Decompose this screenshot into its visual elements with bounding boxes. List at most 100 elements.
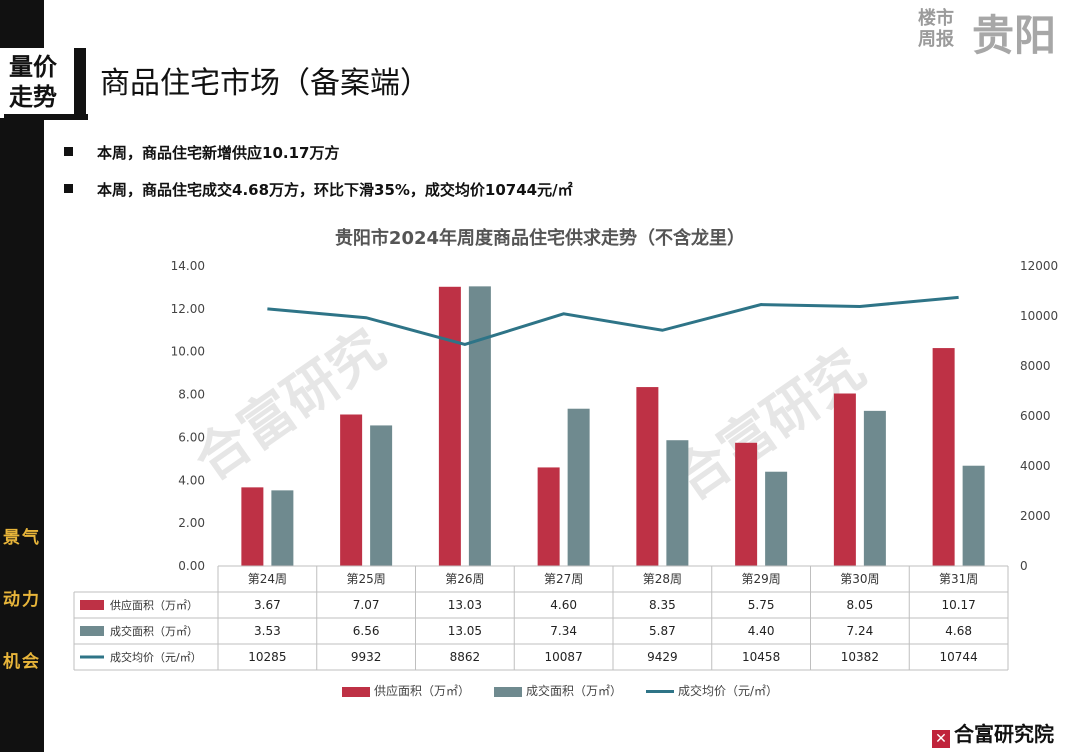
legend-price-label: 成交均价（元/㎡） <box>678 684 779 698</box>
sidebar-keyword-3: 机会 <box>3 652 41 672</box>
table-legend-key <box>80 600 104 610</box>
table-series-label: 供应面积（万㎡） <box>110 598 198 612</box>
bar-deal <box>567 408 590 566</box>
y-left-tick-label: 8.00 <box>178 388 205 402</box>
bar-supply <box>340 414 363 566</box>
x-tick-label: 第30周 <box>840 572 879 586</box>
line-price <box>267 295 959 347</box>
bar-deal <box>666 440 689 566</box>
brand-subtitle-line-2: 周报 <box>918 29 954 50</box>
table-data-label: 10458 <box>742 650 780 664</box>
table-data-label: 8.35 <box>649 598 676 612</box>
y-right-tick-label: 4000 <box>1020 459 1051 473</box>
bullet-supply: 本周，商品住宅新增供应10.17万方 <box>64 142 339 163</box>
table-legend-key <box>80 626 104 636</box>
y-left-tick-label: 4.00 <box>178 473 205 487</box>
section-badge <box>0 48 88 118</box>
table-data-label: 4.60 <box>550 598 577 612</box>
table-data-label: 10744 <box>940 650 978 664</box>
table-data-label: 8862 <box>450 650 481 664</box>
page-title: 商品住宅市场（备案端） <box>100 66 430 101</box>
y-right-tick-label: 12000 <box>1020 259 1058 273</box>
table-data-label: 9932 <box>351 650 382 664</box>
table-series-label: 成交面积（万㎡） <box>110 624 198 638</box>
section-badge-line-1: 量价 <box>9 53 57 81</box>
y-left-tick-label: 6.00 <box>178 430 205 444</box>
bar-supply <box>932 348 955 566</box>
section-badge-underline <box>4 114 88 120</box>
table-data-label: 10285 <box>248 650 286 664</box>
legend-supply-swatch <box>342 686 370 697</box>
legend-price: 成交均价（元/㎡） <box>646 682 778 699</box>
bar-deal <box>468 286 491 566</box>
logo-mark-icon: ✕ <box>932 730 950 748</box>
table-data-label: 13.05 <box>448 624 482 638</box>
section-badge-text: 量价 走势 <box>9 52 57 112</box>
sidebar-keyword-2: 动力 <box>3 590 41 610</box>
y-right-tick-label: 6000 <box>1020 409 1051 423</box>
y-left-tick-label: 2.00 <box>178 516 205 530</box>
table-data-label: 7.07 <box>353 598 380 612</box>
table-data-label: 6.56 <box>353 624 380 638</box>
bar-deal <box>962 465 985 566</box>
bar-supply <box>537 467 560 566</box>
x-tick-label: 第25周 <box>346 572 385 586</box>
bullet-square-icon <box>64 184 73 193</box>
table-data-label: 3.53 <box>254 624 281 638</box>
bar-supply <box>438 286 461 566</box>
table-data-label: 13.03 <box>448 598 482 612</box>
bar-supply <box>735 442 758 566</box>
y-right-tick-label: 10000 <box>1020 309 1058 323</box>
x-tick-label: 第27周 <box>544 572 583 586</box>
section-badge-bar <box>74 48 86 116</box>
y-right-tick-label: 8000 <box>1020 359 1051 373</box>
y-left-tick-label: 0.00 <box>178 559 205 573</box>
legend-supply: 供应面积（万㎡） <box>342 682 470 699</box>
footer-logo: ✕ 合富研究院 <box>932 718 1054 748</box>
x-tick-label: 第28周 <box>643 572 682 586</box>
bar-deal <box>863 410 886 566</box>
legend-deal-label: 成交面积（万㎡） <box>526 684 623 698</box>
bar-deal <box>765 471 788 566</box>
footer-logo-text: 合富研究院 <box>954 722 1054 746</box>
table-data-label: 10.17 <box>941 598 975 612</box>
bar-supply <box>241 487 264 566</box>
bar-deal <box>271 490 294 566</box>
y-right-tick-label: 2000 <box>1020 509 1051 523</box>
legend-supply-label: 供应面积（万㎡） <box>374 684 471 698</box>
table-data-label: 8.05 <box>847 598 874 612</box>
sidebar-keyword-1: 景气 <box>3 528 41 548</box>
y-left-tick-label: 10.00 <box>171 345 205 359</box>
brand-city: 贵阳 <box>971 11 1056 60</box>
table-data-label: 4.40 <box>748 624 775 638</box>
table-data-label: 10087 <box>545 650 583 664</box>
section-badge-line-2: 走势 <box>9 83 57 111</box>
table-data-label: 7.24 <box>847 624 874 638</box>
y-right-tick-label: 0 <box>1020 559 1028 573</box>
table-data-label: 9429 <box>647 650 678 664</box>
x-tick-label: 第24周 <box>248 572 287 586</box>
table-data-label: 4.68 <box>945 624 972 638</box>
table-data-label: 10382 <box>841 650 879 664</box>
bullet-supply-text: 本周，商品住宅新增供应10.17万方 <box>97 144 340 162</box>
legend-deal: 成交面积（万㎡） <box>494 682 622 699</box>
y-left-tick-label: 14.00 <box>171 259 205 273</box>
y-left-tick-label: 12.00 <box>171 302 205 316</box>
x-tick-label: 第29周 <box>741 572 780 586</box>
brand-subtitle-line-1: 楼市 <box>918 8 954 29</box>
table-data-label: 7.34 <box>550 624 577 638</box>
brand-subtitle: 楼市 周报 <box>918 8 962 50</box>
x-tick-label: 第26周 <box>445 572 484 586</box>
table-data-label: 5.87 <box>649 624 676 638</box>
bullet-square-icon <box>64 147 73 156</box>
bar-supply <box>636 387 659 566</box>
watermark-text: 合富研究 <box>183 317 396 492</box>
legend-deal-swatch <box>494 686 522 697</box>
chart-title: 贵阳市2024年周度商品住宅供求走势（不含龙里） <box>334 228 746 249</box>
table-data-label: 3.67 <box>254 598 281 612</box>
legend-price-swatch <box>646 690 674 693</box>
bar-deal <box>370 425 393 566</box>
table-data-label: 5.75 <box>748 598 775 612</box>
x-tick-label: 第31周 <box>939 572 978 586</box>
